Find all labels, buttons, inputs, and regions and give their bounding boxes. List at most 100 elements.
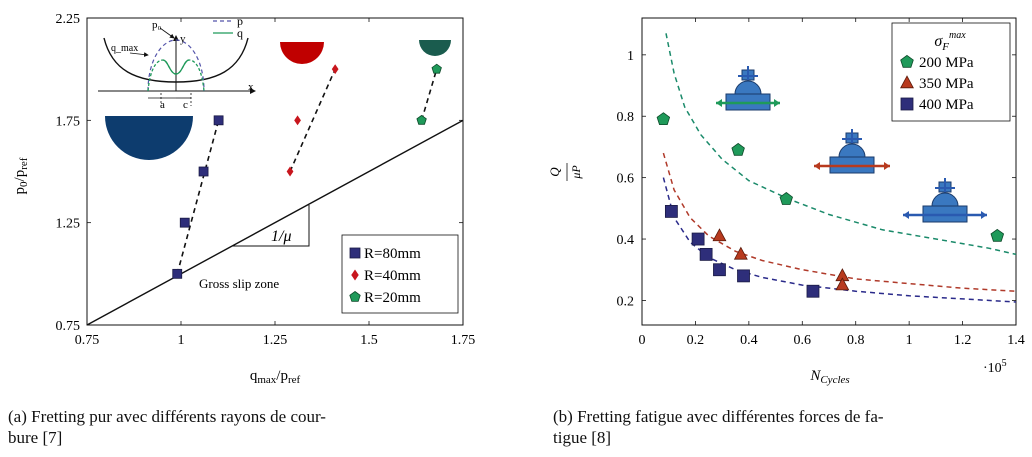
inset-q-curve-inner <box>162 59 190 75</box>
y-tick-label-a: 1.75 <box>56 114 81 129</box>
inset-a-label: a <box>160 99 165 111</box>
inset-p-curve <box>147 39 205 92</box>
inset-legend-p-label: p <box>237 14 243 28</box>
indenter-r40-icon <box>280 42 324 64</box>
data-point-r-80mm <box>172 268 183 279</box>
inset-legend-q-label: q <box>237 26 243 40</box>
inset-y-label: y <box>180 33 186 45</box>
x-tick-label-b: 0.2 <box>687 333 705 348</box>
inset-c-label: c <box>183 99 188 111</box>
data-point-400-mpa <box>713 263 726 277</box>
legend-b-marker-200-mpa <box>900 54 914 68</box>
x-axis-label-b: NCycles <box>809 368 849 386</box>
legend-a-box <box>341 234 459 314</box>
y-tick-label-a: 2.25 <box>56 12 81 27</box>
x-tick-label-b: 1 <box>906 333 913 348</box>
chart-b: 0 0.2 0.4 0.6 0.8 1 1.2 1.4 0.2 0.4 0.6 0.8 1 <box>547 17 1025 386</box>
data-point-r-40mm <box>294 115 301 126</box>
legend-a-label-r-20mm: R=20mm <box>364 290 421 306</box>
y-tick-label-b: 0.8 <box>617 110 635 125</box>
legend-b-items: 200 MPa 350 MPa 400 MPa <box>900 54 974 113</box>
data-point-400-mpa <box>664 205 678 218</box>
y-axis-label-a: p0/pref <box>12 157 30 194</box>
y-tick-label-b: 1 <box>627 49 634 64</box>
chart-a: 0.75 1 1.25 1.5 1.75 0.75 1.25 1.75 2.25 p q p₀ … <box>12 12 475 386</box>
specimen-icon-400 <box>903 178 987 223</box>
x-tick-label-a: 1 <box>178 333 185 348</box>
data-point-r-80mm <box>198 166 209 177</box>
legend-b-label-350-mpa: 350 MPa <box>919 76 974 92</box>
data-point-r-40mm <box>286 166 294 177</box>
data-point-350-mpa <box>835 277 850 291</box>
x-tick-label-b: 1.2 <box>954 333 972 348</box>
data-point-200-mpa <box>731 142 745 156</box>
x-axis-label-a: qmax/pref <box>250 368 301 386</box>
axis-ticks-a: 0.75 1 1.25 1.5 1.75 0.75 1.25 1.75 2.25 <box>56 12 476 348</box>
data-point-350-mpa <box>733 246 748 260</box>
x-tick-label-b: 0 <box>639 333 646 348</box>
indenter-r80-icon <box>105 116 193 160</box>
trend-line-r-20mm <box>420 68 438 121</box>
x-tick-label-b: 0.6 <box>794 333 812 348</box>
legend-b-label-200-mpa: 200 MPa <box>919 55 974 71</box>
caption-a: (a) Fretting pur avec différents rayons … <box>8 406 508 448</box>
y-tick-label-b: 0.2 <box>617 294 635 309</box>
legend-a-items: R=80mm R=40mm R=20mm <box>349 246 421 306</box>
fit-curve-1 <box>662 152 1017 292</box>
x-tick-label-b: 1.4 <box>1007 333 1025 348</box>
data-point-200-mpa <box>990 228 1005 242</box>
caption-b: (b) Fretting fatigue avec différentes fo… <box>553 406 1028 448</box>
y-tick-label-a: 0.75 <box>56 319 81 334</box>
data-point-400-mpa <box>699 247 713 261</box>
data-point-r-80mm <box>179 217 190 228</box>
y-tick-label-b: 0.4 <box>617 233 635 248</box>
data-point-200-mpa <box>779 192 793 205</box>
x-tick-label-b: 0.8 <box>847 333 865 348</box>
plot-frame-b <box>641 17 1017 326</box>
data-point-r-20mm <box>416 114 427 125</box>
x-tick-label-a: 0.75 <box>75 333 100 348</box>
legend-b-marker-400-mpa <box>900 97 914 111</box>
fit-curves-b <box>662 33 1017 303</box>
fit-curve-2 <box>662 177 1017 303</box>
legend-a-marker-r-20mm <box>349 291 361 302</box>
data-point-400-mpa <box>737 269 750 283</box>
x-tick-label-a: 1.75 <box>451 333 476 348</box>
y-tick-label-a: 1.25 <box>56 217 81 232</box>
x-tick-label-a: 1.25 <box>263 333 288 348</box>
inset-x-label: x <box>248 81 254 93</box>
slope-label: 1/μ <box>271 228 291 245</box>
data-point-350-mpa <box>712 228 727 242</box>
inset-qmax-arrow <box>129 52 149 57</box>
axis-ticks-b: 0 0.2 0.4 0.6 0.8 1 1.2 1.4 0.2 0.4 0.6 0.8 1 <box>617 18 1025 348</box>
fit-curve-0 <box>665 33 1017 256</box>
x-tick-label-a: 1.5 <box>360 333 378 348</box>
y-tick-label-b: 0.6 <box>617 172 635 187</box>
data-point-r-80mm <box>213 115 224 126</box>
data-point-400-mpa <box>691 232 705 246</box>
specimen-icon-350 <box>814 129 890 174</box>
indenter-r20-icon <box>419 40 451 56</box>
gross-slip-boundary-line <box>86 119 464 326</box>
specimen-icon-200 <box>716 66 780 111</box>
gross-slip-zone-label: Gross slip zone <box>199 276 279 291</box>
inset-qmax-label: q_max <box>111 43 138 54</box>
data-layer-a <box>86 63 464 326</box>
contact-pressure-inset: p q p₀ y q_max x a c <box>98 14 256 111</box>
caption-a-line-2: bure [7] <box>8 428 63 447</box>
legend-b-marker-350-mpa <box>900 75 914 89</box>
y-axis-label-b-denominator: μP <box>569 165 583 180</box>
legend-b-box <box>891 22 1011 122</box>
legend-a-label-r-80mm: R=80mm <box>364 246 421 262</box>
legend-b-label-400-mpa: 400 MPa <box>919 97 974 113</box>
y-axis-label-b: Q <box>547 167 562 177</box>
slope-triangle <box>232 205 310 247</box>
legend-a: R=80mm R=40mm R=20mm <box>341 234 459 314</box>
caption-b-line-1: (b) Fretting fatigue avec différentes fo… <box>553 407 884 426</box>
x-tick-label-b: 0.4 <box>740 333 758 348</box>
inset-p0-arrow <box>159 27 175 39</box>
caption-b-line-2: tigue [8] <box>553 428 612 447</box>
data-layer-b <box>656 112 1005 298</box>
